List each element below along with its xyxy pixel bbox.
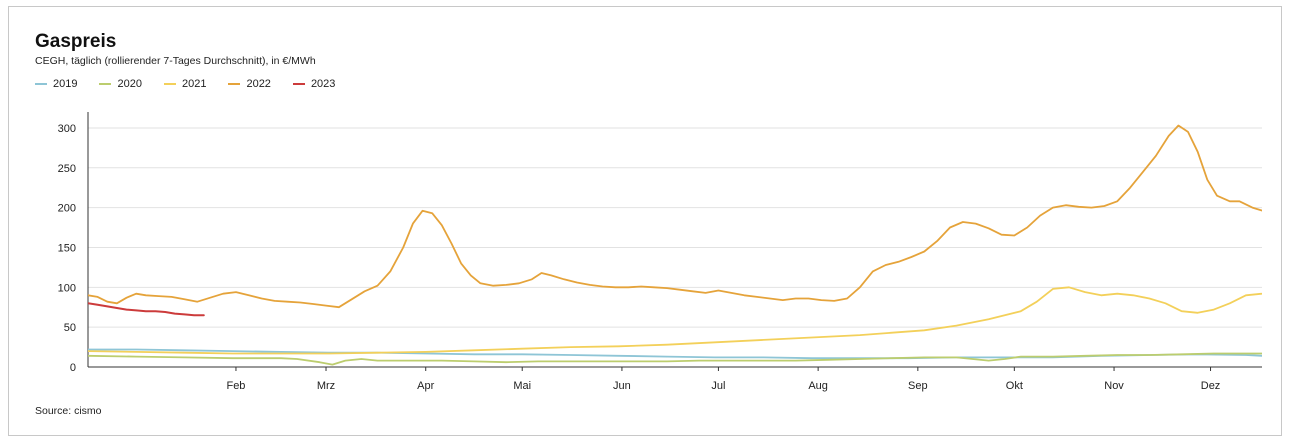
y-tick-label: 100 (58, 282, 76, 294)
legend-swatch (292, 83, 305, 85)
legend-label: 2020 (117, 78, 142, 90)
x-tick-label: Aug (808, 380, 828, 392)
x-tick-label: Mrz (317, 380, 335, 392)
chart-legend: 2019 2020 2021 2022 2023 (35, 78, 335, 90)
y-tick-label: 300 (58, 123, 76, 135)
legend-swatch (163, 83, 176, 85)
chart-frame (8, 6, 1282, 436)
legend-label: 2019 (53, 78, 78, 90)
legend-label: 2023 (310, 78, 336, 90)
legend-item-2021: 2021 (163, 78, 207, 90)
series-line-2023 (88, 302, 205, 317)
y-tick-label: 250 (58, 163, 76, 175)
x-tick-label: Jun (613, 380, 631, 392)
legend-label: 2021 (181, 78, 207, 90)
y-tick-label: 0 (70, 362, 76, 374)
x-tick-label: Jul (711, 380, 725, 392)
legend-item-2022: 2022 (228, 78, 271, 90)
chart-title: Gaspreis (35, 31, 117, 52)
series-line-2021 (88, 286, 1262, 355)
legend-swatch (35, 83, 47, 85)
y-tick-label: 50 (64, 322, 76, 334)
x-tick-label: Feb (226, 380, 245, 392)
x-tick-label: Mai (513, 380, 531, 392)
x-tick-label: Okt (1006, 380, 1023, 392)
legend-swatch (99, 83, 112, 85)
legend-label: 2022 (246, 78, 271, 90)
legend-item-2020: 2020 (99, 78, 142, 90)
legend-item-2019: 2019 (35, 78, 77, 90)
legend-swatch (228, 83, 241, 85)
series-line-2022 (88, 124, 1262, 309)
chart-subtitle: CEGH, täglich (rollierender 7-Tages Durc… (35, 55, 316, 67)
x-tick-label: Apr (417, 380, 434, 392)
series-line-2020 (88, 352, 1262, 366)
x-tick-label: Nov (1104, 380, 1124, 392)
x-tick-label: Dez (1201, 380, 1221, 392)
y-tick-label: 200 (58, 203, 76, 215)
y-tick-label: 150 (58, 242, 76, 254)
chart-source: Source: cismo (35, 405, 102, 417)
legend-item-2023: 2023 (292, 78, 336, 90)
x-tick-label: Sep (908, 380, 928, 392)
